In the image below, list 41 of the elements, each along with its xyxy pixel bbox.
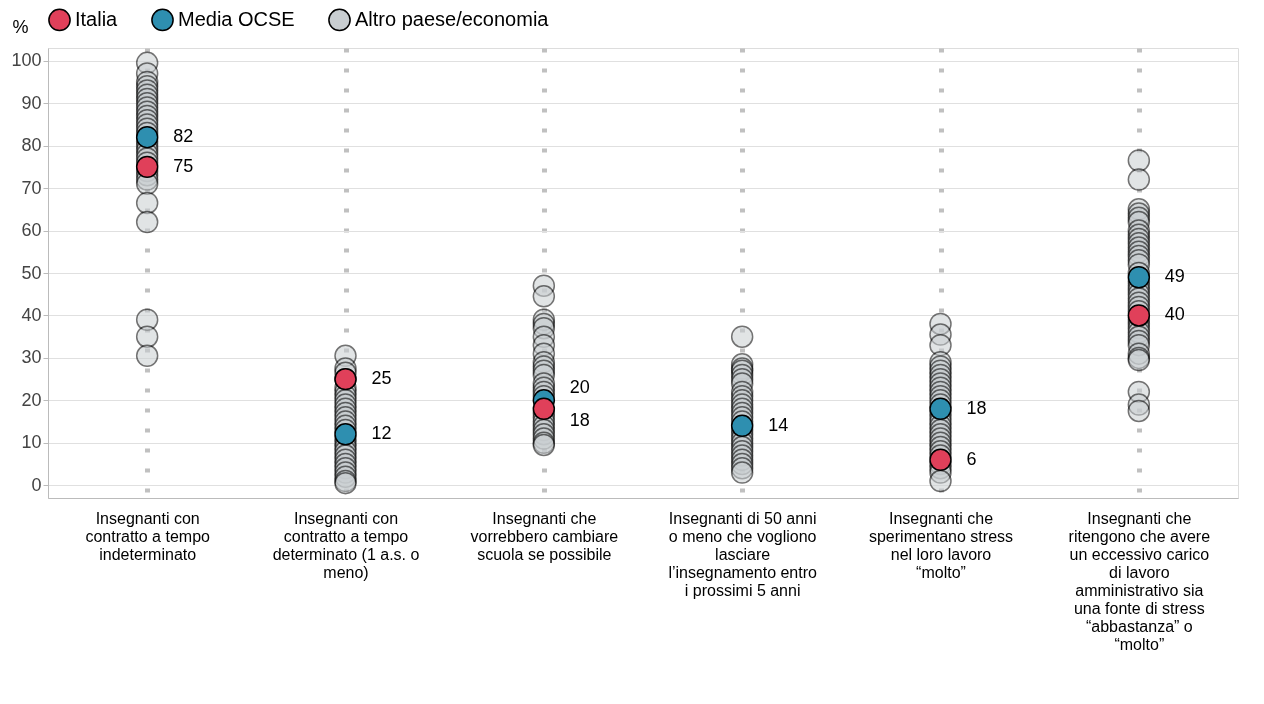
x-tick-label: Insegnanti che sperimentano stress nel loro lavoro “molto” — [868, 509, 1014, 581]
data-label: 75 — [173, 155, 194, 176]
y-axis-title: % — [12, 16, 29, 37]
data-label: 18 — [569, 409, 590, 430]
y-tick-label: 10 — [21, 432, 42, 453]
legend-label: Media OCSE — [178, 7, 295, 30]
x-tick-label: Insegnanti che vorrebbero cambiare scuola se possibile — [470, 509, 619, 563]
y-tick-label: 90 — [21, 92, 42, 113]
y-tick-label: 60 — [21, 220, 42, 241]
y-tick-label: 40 — [21, 304, 42, 325]
x-tick-label: Insegnanti con contratto a tempo indeterminato — [85, 509, 211, 563]
point — [135, 155, 159, 179]
point — [532, 397, 556, 421]
data-label: 14 — [768, 414, 789, 435]
data-label: 82 — [173, 126, 194, 147]
y-tick-label: 80 — [21, 135, 42, 156]
point — [1127, 266, 1151, 289]
legend-label: Altro paese/economia — [355, 7, 550, 30]
data-label: 6 — [966, 448, 977, 469]
x-tick-label: Insegnanti di 50 anni o meno che vogliono lasciare l’insegnamento entro i prossimi 5 anni — [668, 509, 818, 599]
y-tick-label: 30 — [21, 347, 42, 368]
point — [929, 397, 952, 421]
point — [334, 423, 357, 446]
data-label: 20 — [569, 377, 590, 398]
x-tick-label: Insegnanti con contratto a tempo determinato (1 a.s. o meno) — [272, 509, 420, 581]
data-label: 25 — [371, 368, 392, 389]
legend-label: Italia — [75, 7, 119, 30]
y-tick-label: 50 — [21, 262, 42, 283]
y-tick-label: 100 — [11, 50, 42, 71]
point — [1127, 304, 1151, 327]
point — [135, 125, 159, 149]
point — [730, 414, 754, 438]
y-tick-label: 0 — [31, 474, 42, 495]
data-label: 12 — [371, 423, 392, 444]
x-tick-label: Insegnanti che ritengono che avere un eccessivo carico di lavoro amministrativo sia una fonte di stress “abbastanza” o “molto” — [1068, 509, 1211, 653]
y-tick-label: 70 — [21, 177, 42, 198]
point — [929, 448, 952, 472]
data-label: 40 — [1164, 304, 1185, 325]
data-label: 18 — [966, 397, 987, 418]
data-label: 49 — [1164, 266, 1185, 287]
y-tick-label: 20 — [21, 389, 42, 410]
